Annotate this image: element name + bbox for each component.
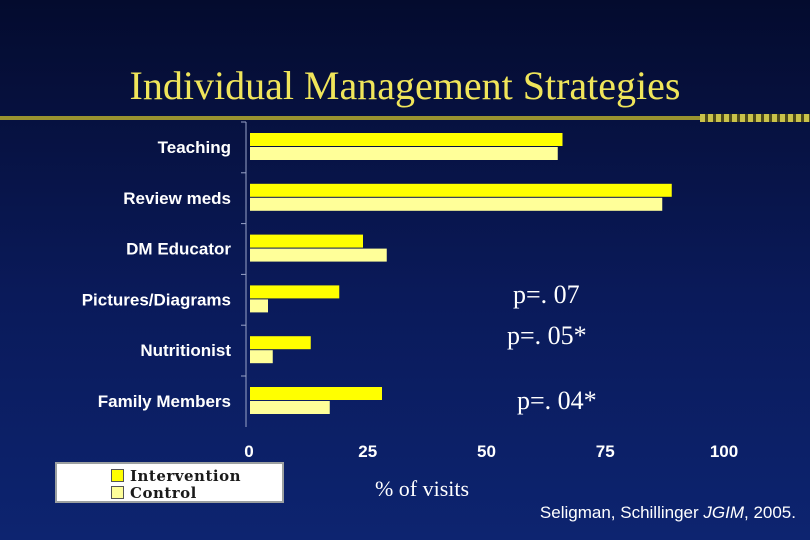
legend-item-control: Control [111, 483, 197, 502]
title-underline-dashes [700, 114, 810, 122]
y-tick-label: Nutritionist [140, 341, 231, 360]
y-tick-label: Family Members [98, 392, 231, 411]
bar-control [250, 197, 663, 211]
bar-intervention [250, 336, 311, 350]
bar-intervention [250, 285, 340, 299]
slide-title: Individual Management Strategies [129, 63, 681, 108]
p-value-annotation: p=. 05* [507, 321, 587, 350]
p-value-annotation: p=. 04* [517, 386, 597, 415]
bar-intervention [250, 133, 563, 146]
bar-intervention [250, 234, 363, 248]
legend-label: Control [130, 483, 197, 502]
x-tick-label: 75 [596, 442, 615, 461]
title-underline [0, 116, 700, 120]
y-tick-label: Review meds [123, 189, 231, 208]
chart-legend: Intervention Control [55, 462, 284, 503]
x-tick-label: 25 [358, 442, 377, 461]
y-tick-label: Pictures/Diagrams [82, 290, 231, 309]
bar-control [250, 299, 268, 313]
citation-journal: JGIM [703, 503, 744, 522]
legend-swatch-intervention [111, 469, 124, 482]
citation: Seligman, Schillinger JGIM, 2005. [540, 503, 796, 523]
legend-item-intervention: Intervention [111, 466, 241, 485]
bar-intervention [250, 387, 382, 400]
x-tick-label: 0 [244, 442, 253, 461]
bar-control [250, 401, 330, 414]
x-tick-label: 100 [710, 442, 738, 461]
p-value-annotation: p=. 07 [513, 280, 580, 309]
bar-intervention [250, 183, 672, 197]
legend-swatch-control [111, 486, 124, 499]
bar-control [250, 248, 387, 262]
citation-year: , 2005. [744, 503, 796, 522]
bar-control [250, 350, 273, 364]
citation-authors: Seligman, Schillinger [539, 503, 704, 522]
x-axis-label: % of visits [374, 476, 470, 501]
y-tick-label: Teaching [158, 138, 231, 157]
bar-control [250, 147, 558, 160]
x-tick-label: 50 [477, 442, 496, 461]
legend-label: Intervention [130, 466, 241, 485]
y-tick-label: DM Educator [126, 240, 231, 259]
